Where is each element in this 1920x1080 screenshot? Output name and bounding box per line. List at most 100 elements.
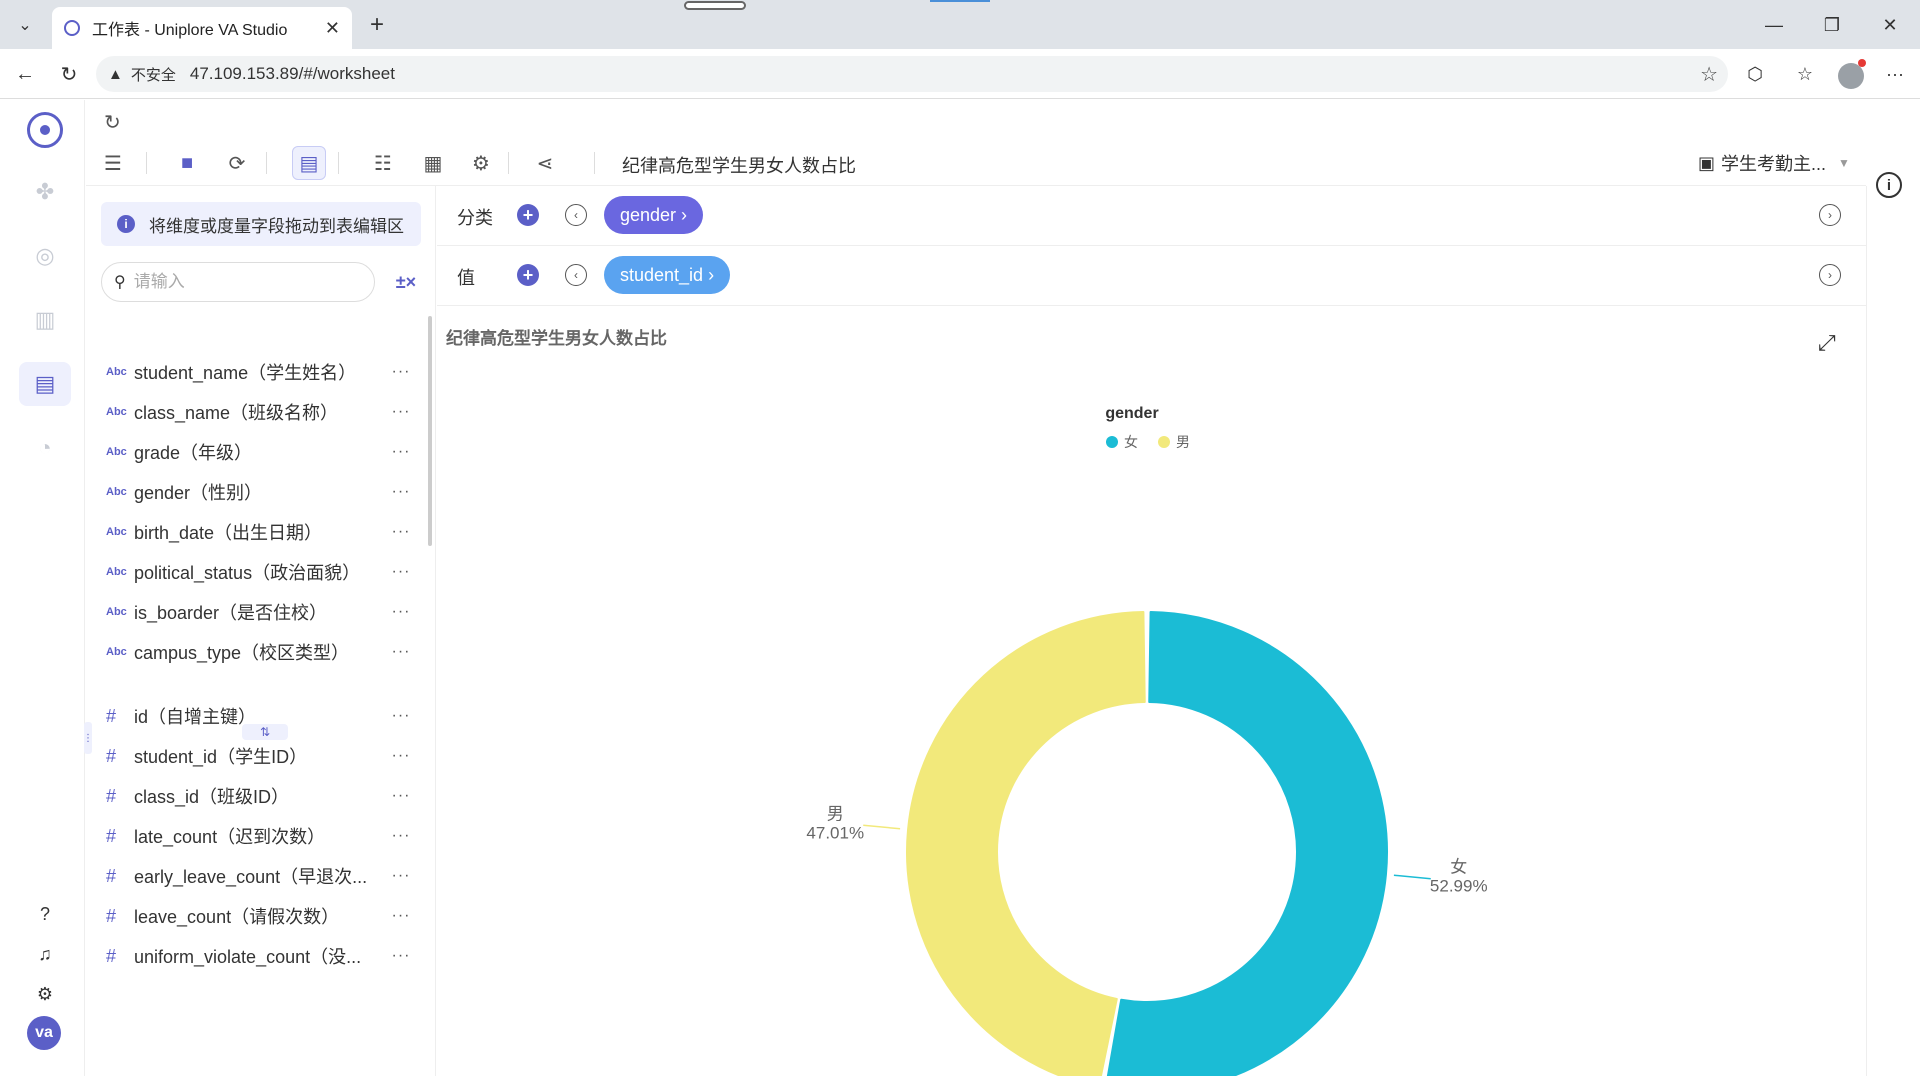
field-more-icon[interactable]: ··· xyxy=(391,827,411,844)
info-icon[interactable]: i xyxy=(1876,172,1902,198)
tab-close-icon[interactable]: ✕ xyxy=(324,17,340,38)
database-icon[interactable]: ◎ xyxy=(35,243,55,268)
field-more-icon[interactable]: ··· xyxy=(391,403,411,420)
indent-menu-icon[interactable]: ☰ xyxy=(104,152,122,175)
filter-list-icon[interactable]: ☷ xyxy=(374,152,392,175)
field-search-input[interactable] xyxy=(133,272,334,292)
bell-icon[interactable]: ♫ xyxy=(38,943,52,964)
measure-field-row[interactable]: # uniform_violate_count（没... ··· xyxy=(106,936,416,976)
field-more-icon[interactable]: ··· xyxy=(391,563,411,580)
category-shelf-label: 分类 xyxy=(457,208,493,228)
tab-indicator xyxy=(930,0,990,2)
app-logo[interactable] xyxy=(27,112,63,148)
dimension-field-row[interactable]: Abc class_name（班级名称） ··· xyxy=(106,392,416,432)
window-drag-handle[interactable] xyxy=(684,1,746,10)
field-more-icon[interactable]: ··· xyxy=(391,363,411,380)
chart-type-icon[interactable]: ▦ xyxy=(423,152,443,175)
label-leader-line xyxy=(1393,874,1431,880)
bookmark-star-icon[interactable]: ☆ xyxy=(1700,64,1718,86)
page-refresh-icon[interactable]: ↻ xyxy=(104,112,121,134)
legend-swatch[interactable] xyxy=(1106,436,1118,448)
dimension-field-row[interactable]: Abc birth_date（出生日期） ··· xyxy=(106,512,416,552)
profile-avatar[interactable] xyxy=(1838,63,1864,89)
field-more-icon[interactable]: ··· xyxy=(391,483,411,500)
student-id-pill[interactable]: student_id › xyxy=(604,256,731,294)
toolbar-separator xyxy=(146,152,147,174)
restore-icon[interactable]: ❐ xyxy=(1823,14,1841,35)
field-name: leave_count（请假次数） xyxy=(134,907,340,927)
new-tab-icon[interactable]: + xyxy=(369,11,384,38)
scrollbar[interactable] xyxy=(428,316,432,546)
gender-pill[interactable]: gender › xyxy=(604,196,704,234)
dimension-field-row[interactable]: Abc campus_type（校区类型） ··· xyxy=(106,632,416,672)
calculated-field-icon[interactable]: ±× xyxy=(395,271,417,292)
field-more-icon[interactable]: ··· xyxy=(391,603,411,620)
user-avatar[interactable]: va xyxy=(27,1016,61,1050)
toolbar-separator xyxy=(266,152,267,174)
field-more-icon[interactable]: ··· xyxy=(391,907,411,924)
chart-settings-icon[interactable]: ⚙ xyxy=(472,152,490,175)
field-more-icon[interactable]: ··· xyxy=(391,707,411,724)
dimension-field-row[interactable]: Abc grade（年级） ··· xyxy=(106,432,416,472)
datasource-select[interactable]: ▣ 学生考勤主... ▼ xyxy=(1698,150,1850,176)
extensions-icon[interactable]: ⬡ xyxy=(1747,63,1763,84)
help-icon[interactable]: ? xyxy=(39,903,50,924)
field-name: student_name（学生姓名） xyxy=(134,363,357,383)
dimension-field-row[interactable]: Abc political_status（政治面貌） ··· xyxy=(106,552,416,592)
worksheet-title[interactable]: 纪律高危型学生男女人数占比 xyxy=(622,156,856,176)
add-icon[interactable]: + xyxy=(517,204,539,226)
save-icon[interactable]: ■ xyxy=(180,151,194,174)
panel-collapse-handle[interactable]: ⋮ xyxy=(83,722,93,754)
field-more-icon[interactable]: ··· xyxy=(391,947,411,964)
dashboard-icon[interactable]: ✤ xyxy=(35,179,55,204)
back-circle-icon[interactable]: ‹ xyxy=(565,264,587,286)
measure-field-row[interactable]: # early_leave_count（早退次... ··· xyxy=(106,856,416,896)
dimension-field-row[interactable]: Abc student_name（学生姓名） ··· xyxy=(106,352,416,392)
dimension-field-row[interactable]: Abc gender（性别） ··· xyxy=(106,472,416,512)
list-resize-handle[interactable]: ⇅ xyxy=(242,724,288,740)
measure-field-row[interactable]: # late_count（迟到次数） ··· xyxy=(106,816,416,856)
legend-label[interactable]: 女 xyxy=(1124,434,1138,450)
shelf-options-icon[interactable]: › xyxy=(1819,264,1841,286)
shelf-options-icon[interactable]: › xyxy=(1819,204,1841,226)
analysis-icon[interactable]: ◔ xyxy=(38,435,52,460)
table-view-icon[interactable]: ▤ xyxy=(292,146,326,180)
tab-list-chevron-icon[interactable]: ⌄ xyxy=(18,17,32,34)
measure-field-row[interactable]: # class_id（班级ID） ··· xyxy=(106,776,416,816)
legend-swatch[interactable] xyxy=(1158,436,1170,448)
field-more-icon[interactable]: ··· xyxy=(391,523,411,540)
field-more-icon[interactable]: ··· xyxy=(391,747,411,764)
browser-menu-icon[interactable]: ··· xyxy=(1886,63,1904,84)
settings-gear-icon[interactable]: ⚙ xyxy=(36,983,54,1004)
field-more-icon[interactable]: ··· xyxy=(391,787,411,804)
back-arrow-icon[interactable]: ← xyxy=(15,62,35,85)
share-icon[interactable]: ⋖ xyxy=(536,152,554,175)
measure-field-row[interactable]: # leave_count（请假次数） ··· xyxy=(106,896,416,936)
field-name: gender（性别） xyxy=(134,483,263,503)
measure-field-row[interactable]: # id（自增主键） ··· xyxy=(106,696,416,736)
pie-slice[interactable] xyxy=(1106,611,1388,1080)
window-close-icon[interactable]: ✕ xyxy=(1882,14,1898,35)
url-box[interactable]: ▲ 不安全 47.109.153.89/#/worksheet ☆ xyxy=(96,56,1728,92)
add-icon[interactable]: + xyxy=(517,264,539,286)
back-circle-icon[interactable]: ‹ xyxy=(565,204,587,226)
url-text[interactable]: 47.109.153.89/#/worksheet xyxy=(189,64,395,83)
fullscreen-icon[interactable]: ⤢ xyxy=(1818,330,1836,355)
favorites-icon[interactable]: ☆ xyxy=(1796,63,1814,84)
legend-label[interactable]: 男 xyxy=(1176,434,1190,450)
field-search[interactable]: ⚲ xyxy=(101,262,375,302)
worksheet-icon[interactable]: ▤ xyxy=(19,362,71,406)
field-more-icon[interactable]: ··· xyxy=(391,867,411,884)
pie-slice[interactable] xyxy=(906,611,1146,1080)
browser-tab-bar: ⌄ 工作表 - Uniplore VA Studio ✕ + — ❐ ✕ xyxy=(0,0,1920,49)
field-more-icon[interactable]: ··· xyxy=(391,643,411,660)
browser-tab[interactable]: 工作表 - Uniplore VA Studio ✕ xyxy=(52,7,352,49)
dataset-icon[interactable]: ▥ xyxy=(34,307,56,332)
field-more-icon[interactable]: ··· xyxy=(391,443,411,460)
dimension-field-row[interactable]: Abc is_boarder（是否住校） ··· xyxy=(106,592,416,632)
value-shelf: 值 + ‹ student_id › › xyxy=(437,246,1866,306)
measure-field-row[interactable]: # student_id（学生ID） ··· xyxy=(106,736,416,776)
reload-icon[interactable]: ↻ xyxy=(60,63,78,86)
minimize-icon[interactable]: — xyxy=(1765,14,1783,35)
sync-icon[interactable]: ⟳ xyxy=(228,152,246,175)
